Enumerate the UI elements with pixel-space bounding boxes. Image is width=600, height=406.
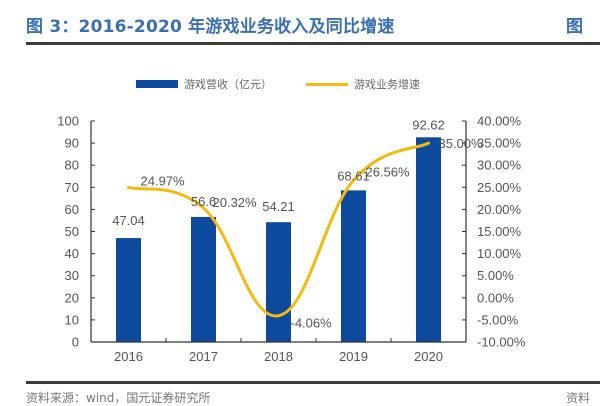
- bottom-rule: [26, 381, 600, 384]
- bar-series: [116, 137, 441, 342]
- category-label: 2016: [114, 349, 143, 364]
- next-source-partial: 资料: [566, 391, 591, 405]
- source-note: 资料来源：wind，国元证券研究所: [26, 391, 211, 405]
- right-tick-label: 0.00%: [477, 290, 514, 305]
- growth-value-label: 20.32%: [213, 195, 258, 210]
- bar-value-label: 47.04: [112, 213, 145, 228]
- left-tick-label: 0: [72, 335, 79, 350]
- growth-value-label: 26.56%: [366, 164, 411, 179]
- right-tick-label: 20.00%: [477, 202, 522, 217]
- bar-2019: [341, 190, 366, 342]
- right-tick-label: -10.00%: [477, 335, 526, 350]
- bar-2020: [416, 137, 441, 342]
- bar-value-label: 56.6: [191, 194, 216, 209]
- category-label: 2019: [339, 349, 368, 364]
- top-rule: [26, 42, 600, 45]
- bar-2018: [266, 222, 291, 342]
- x-axis: 2016 2017 2018 2019 2020: [91, 338, 466, 364]
- growth-value-label: 35.00%: [439, 136, 484, 151]
- right-tick-label: 5.00%: [477, 268, 514, 283]
- left-tick-label: 80: [65, 158, 79, 173]
- legend-line-label: 游戏业务增速: [354, 78, 420, 91]
- legend-line-swatch: [306, 82, 348, 86]
- category-label: 2020: [414, 349, 443, 364]
- legend-bar-label: 游戏营收（亿元）: [184, 78, 272, 91]
- right-axis: -10.00% -5.00% 0.00% 5.00% 10.00% 15.00% 20.00…: [462, 114, 526, 350]
- left-tick-label: 20: [65, 290, 79, 305]
- bar-value-label: 68.61: [337, 168, 370, 183]
- left-tick-label: 50: [65, 224, 79, 239]
- bar-2017: [191, 216, 216, 342]
- right-tick-label: 25.00%: [477, 180, 522, 195]
- legend-bar-swatch: [136, 80, 178, 88]
- bar-value-label: 92.62: [412, 117, 445, 132]
- data-labels: 47.04 56.6 54.21 68.61 92.62 24.97% 20.32% -4.0…: [112, 117, 483, 330]
- right-tick-label: 40.00%: [477, 114, 522, 129]
- right-tick-label: 35.00%: [477, 136, 522, 151]
- growth-line: [127, 141, 430, 318]
- growth-value-label: 24.97%: [141, 173, 186, 188]
- bar-value-label: 54.21: [262, 199, 295, 214]
- left-tick-label: 40: [65, 246, 79, 261]
- left-tick-label: 90: [65, 136, 79, 151]
- category-label: 2017: [189, 349, 218, 364]
- left-tick-label: 30: [65, 268, 79, 283]
- growth-value-label: -4.06%: [291, 316, 333, 331]
- next-figure-title-partial: 图: [566, 17, 583, 37]
- left-tick-label: 10: [65, 312, 79, 327]
- left-tick-label: 100: [57, 114, 79, 129]
- line-series: [127, 141, 430, 318]
- left-tick-label: 60: [65, 202, 79, 217]
- right-tick-label: 30.00%: [477, 158, 522, 173]
- chart-legend: 游戏营收（亿元） 游戏业务增速: [136, 76, 420, 92]
- bar-2016: [116, 238, 141, 342]
- category-label: 2018: [264, 349, 293, 364]
- left-axis: 0 10 20 30 40 50 60 70 80 90 100: [57, 114, 95, 350]
- left-tick-label: 70: [65, 180, 79, 195]
- right-tick-label: 10.00%: [477, 246, 522, 261]
- right-tick-label: -5.00%: [477, 312, 519, 327]
- right-tick-label: 15.00%: [477, 224, 522, 239]
- figure-title: 图 3：2016-2020 年游戏业务收入及同比增速: [26, 17, 395, 37]
